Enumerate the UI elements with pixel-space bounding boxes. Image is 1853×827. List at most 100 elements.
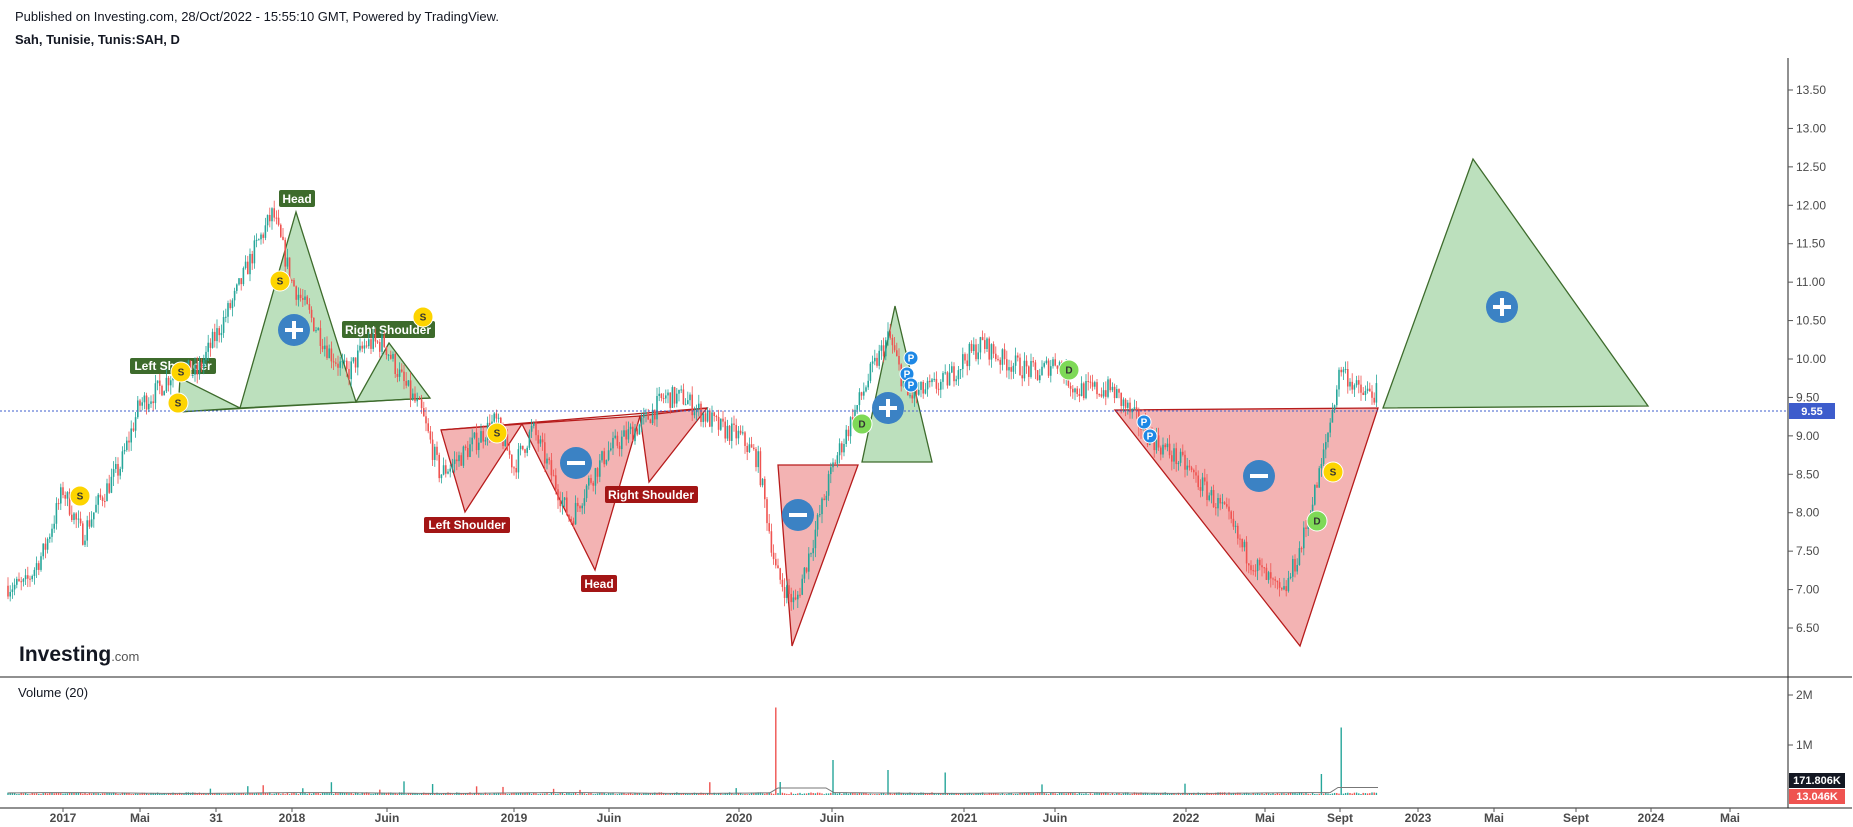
volume-bar <box>1061 793 1063 795</box>
candle-body <box>1250 565 1252 571</box>
candle-body <box>253 240 256 264</box>
volume-bar <box>306 793 308 795</box>
plus-icon[interactable] <box>872 392 904 424</box>
volume-bar <box>1014 793 1017 795</box>
volume-bar <box>984 793 986 795</box>
minus-icon[interactable] <box>782 499 814 531</box>
candle-body <box>779 568 781 580</box>
volume-bar <box>614 794 616 795</box>
minus-icon[interactable] <box>560 447 592 479</box>
bearish-triangle-2022[interactable] <box>1113 407 1379 648</box>
volume-bar <box>163 793 165 795</box>
volume-bar <box>823 794 825 795</box>
volume-bar <box>735 788 737 795</box>
candle-body <box>691 394 693 416</box>
volume-bar <box>1201 793 1204 795</box>
candle-body <box>238 278 240 285</box>
candle-body <box>51 528 53 537</box>
projected-bullish-triangle[interactable] <box>1382 157 1650 409</box>
volume-bar <box>891 794 894 795</box>
bearish-triangle-2020[interactable] <box>777 464 859 647</box>
signal-p-icon <box>1136 414 1152 430</box>
volume-bar <box>90 793 93 795</box>
volume-bar <box>464 793 467 795</box>
candle-body <box>458 455 460 462</box>
volume-bar <box>588 793 590 795</box>
candle-body <box>557 489 559 501</box>
plus-icon[interactable] <box>1486 291 1518 323</box>
volume-bar <box>957 793 960 795</box>
volume-bar <box>420 793 423 795</box>
volume-bar <box>475 786 478 795</box>
candle-body <box>997 359 999 361</box>
bearish-inverse-head-and-shoulders-pattern[interactable]: Left Shoulder Head Right Shoulder <box>424 407 709 592</box>
volume-panel-title: Volume (20) <box>18 685 88 700</box>
price-tick-label: 13.00 <box>1796 121 1826 135</box>
candle-body <box>304 296 306 300</box>
plus-icon[interactable] <box>278 314 310 346</box>
volume-bar <box>346 792 348 795</box>
volume-bar <box>99 793 102 795</box>
candle-body <box>566 497 568 515</box>
volume-bar <box>49 792 51 795</box>
candle-body <box>1303 527 1305 549</box>
volume-bar <box>585 794 588 795</box>
volume-bar <box>1199 793 1202 795</box>
volume-bar <box>310 793 313 795</box>
volume-bar <box>385 792 388 795</box>
price-tick-label: 12.00 <box>1796 198 1826 212</box>
volume-bar <box>154 793 157 795</box>
volume-bar <box>1364 793 1367 795</box>
candle-body <box>139 400 141 406</box>
candle-body <box>407 380 410 386</box>
volume-bar <box>313 792 315 795</box>
candle-body <box>700 403 702 423</box>
candle-body <box>264 225 267 238</box>
candle-body <box>1006 359 1008 371</box>
candle-body <box>761 478 764 486</box>
volume-bar <box>143 792 146 795</box>
volume-bar <box>1151 793 1153 795</box>
volume-bar <box>321 792 324 795</box>
volume-bar <box>66 793 69 795</box>
minus-icon[interactable] <box>1243 460 1275 492</box>
candle-body <box>1080 383 1083 397</box>
volume-bar <box>71 792 73 795</box>
candle-body <box>280 224 282 237</box>
volume-bar <box>1122 793 1125 795</box>
volume-bar <box>29 794 31 795</box>
candle-body <box>640 417 643 425</box>
candle-body <box>328 348 330 359</box>
volume-bar <box>458 792 460 795</box>
volume-bar <box>1254 793 1257 795</box>
time-tick-label: Juin <box>597 811 622 825</box>
candle-body <box>759 451 762 486</box>
volume-bar <box>365 792 368 795</box>
candle-body <box>926 380 929 390</box>
candle-body <box>737 430 740 439</box>
volume-bar <box>429 793 432 795</box>
candle-body <box>1012 365 1015 372</box>
candle-body <box>988 338 990 360</box>
candle-body <box>838 443 841 456</box>
candle-body <box>1221 502 1224 504</box>
candle-body <box>1107 379 1109 397</box>
volume-bar <box>964 793 966 795</box>
candle-body <box>370 339 372 349</box>
time-tick-label: Juin <box>820 811 845 825</box>
candle-body <box>517 449 520 473</box>
candle-body <box>141 402 143 406</box>
candle-body <box>1358 380 1360 385</box>
candle-body <box>90 519 93 527</box>
volume-bar <box>555 793 557 795</box>
candle-body <box>920 382 922 390</box>
candle-body <box>748 444 751 453</box>
candle-body <box>104 500 106 502</box>
volume-bar <box>990 793 993 795</box>
candle-body <box>948 372 951 386</box>
candle-body <box>379 342 381 352</box>
candle-body <box>896 350 898 357</box>
candle-body <box>1228 506 1230 512</box>
candle-body <box>621 436 623 450</box>
